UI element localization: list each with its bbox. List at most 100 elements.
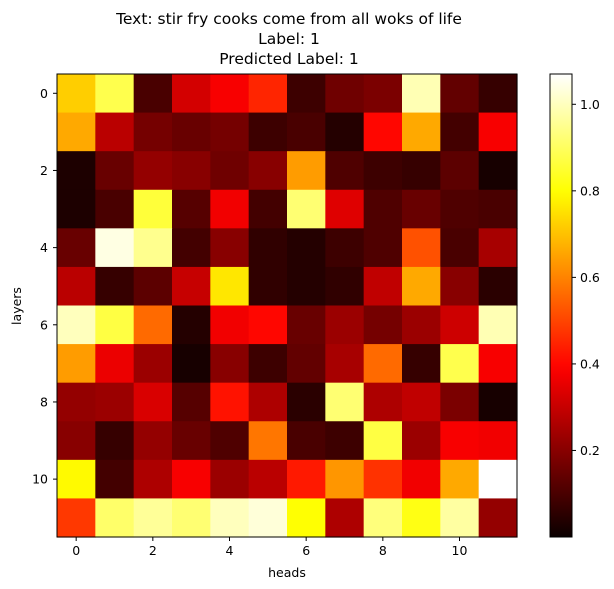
y-axis-label: layers (9, 287, 24, 325)
colorbar-tick-label: 0.8 (580, 183, 600, 198)
heatmap-cell (95, 344, 135, 384)
heatmap-cell (363, 228, 403, 268)
heatmap-cell (440, 112, 480, 152)
heatmap-cell (325, 344, 365, 384)
heatmap-cell (402, 382, 441, 422)
colorbar-tick-label: 0.6 (580, 270, 600, 285)
heatmap-cell (402, 228, 441, 268)
heatmap-cell (478, 382, 518, 422)
heatmap-cell (248, 382, 288, 422)
heatmap-cell (287, 344, 326, 384)
heatmap-cell (210, 112, 250, 152)
heatmap-cell (248, 498, 288, 538)
heatmap-cell (210, 382, 250, 422)
heatmap-cell (363, 189, 403, 229)
title-line-2: Label: 1 (258, 30, 320, 48)
colorbar-axis: 0.2 0.4 0.6 0.8 1.0 (572, 97, 600, 458)
heatmap-cell (133, 382, 173, 422)
heatmap-cell (57, 266, 96, 307)
heatmap-cell (95, 498, 135, 538)
heatmap-cell (95, 74, 135, 114)
heatmap-cell (363, 498, 403, 538)
heatmap-cell (440, 498, 480, 538)
heatmap-cell (133, 151, 173, 191)
heatmap-cell (57, 498, 96, 538)
heatmap-cell (133, 459, 173, 500)
y-tick-label: 0 (40, 86, 48, 101)
heatmap-cell (57, 382, 96, 422)
heatmap-cell (248, 421, 288, 461)
heatmap-cell (57, 421, 96, 461)
heatmap-cell (440, 459, 480, 500)
heatmap-cell (440, 228, 480, 268)
heatmap-cell (325, 112, 365, 152)
x-tick-label: 6 (302, 543, 310, 558)
heatmap-cell (172, 305, 211, 345)
heatmap-cell (363, 305, 403, 345)
heatmap-cell (363, 382, 403, 422)
title-line-1: Text: stir fry cooks come from all woks … (115, 10, 462, 28)
heatmap-cell (210, 421, 250, 461)
heatmap-cell (95, 305, 135, 345)
heatmap-cell (95, 112, 135, 152)
heatmap-cell (287, 151, 326, 191)
x-tick-label: 2 (149, 543, 157, 558)
heatmap-cell (440, 382, 480, 422)
heatmap-cell (287, 112, 326, 152)
heatmap-cell (287, 421, 326, 461)
heatmap-cell (172, 151, 211, 191)
x-tick-label: 8 (379, 543, 387, 558)
heatmap-cell (402, 344, 441, 384)
heatmap-cell (172, 498, 211, 538)
heatmap-cell (210, 266, 250, 307)
heatmap-cell (210, 344, 250, 384)
colorbar-tick-label: 0.4 (580, 356, 600, 371)
heatmap-cell (57, 112, 96, 152)
heatmap-cell (172, 382, 211, 422)
title-line-3: Predicted Label: 1 (219, 50, 359, 68)
heatmap-cell (172, 74, 211, 114)
heatmap-cell (478, 459, 518, 500)
heatmap-cell (325, 74, 365, 114)
colorbar-tick-label: 0.2 (580, 443, 600, 458)
colorbar-tick-label: 1.0 (580, 97, 600, 112)
x-tick-label: 4 (226, 543, 234, 558)
x-tick-label: 0 (72, 543, 80, 558)
heatmap-cell (325, 151, 365, 191)
heatmap-cell (402, 459, 441, 500)
colorbar (550, 74, 572, 537)
heatmap-cell (210, 74, 250, 114)
colorbar-frame (549, 73, 573, 538)
heatmap-cell (210, 189, 250, 229)
heatmap-cell (210, 498, 250, 538)
heatmap-cell (248, 189, 288, 229)
heatmap-cell (248, 459, 288, 500)
heatmap-cell (287, 74, 326, 114)
heatmap-cell (402, 151, 441, 191)
heatmap-cell (133, 228, 173, 268)
heatmap-cell (210, 459, 250, 500)
heatmap-cell (287, 189, 326, 229)
heatmap-cell (133, 421, 173, 461)
heatmap-cell (440, 344, 480, 384)
heatmap-cell (210, 151, 250, 191)
heatmap-cell (287, 228, 326, 268)
x-axis: 0 2 4 6 8 10 (72, 537, 467, 558)
heatmap-cell (172, 112, 211, 152)
heatmap-cell (325, 266, 365, 307)
heatmap-cell (95, 382, 135, 422)
heatmap-cell (402, 421, 441, 461)
y-tick-label: 6 (40, 317, 48, 332)
heatmap-cell (325, 382, 365, 422)
heatmap-cell (363, 151, 403, 191)
y-tick-label: 2 (40, 163, 48, 178)
heatmap-cell (95, 151, 135, 191)
heatmap-cell (248, 228, 288, 268)
heatmap-cell (363, 421, 403, 461)
heatmap-cell (478, 498, 518, 538)
y-tick-label: 4 (40, 240, 48, 255)
heatmap-cell (440, 74, 480, 114)
heatmap-cell (95, 266, 135, 307)
heatmap-cell (248, 74, 288, 114)
heatmap-cell (248, 112, 288, 152)
